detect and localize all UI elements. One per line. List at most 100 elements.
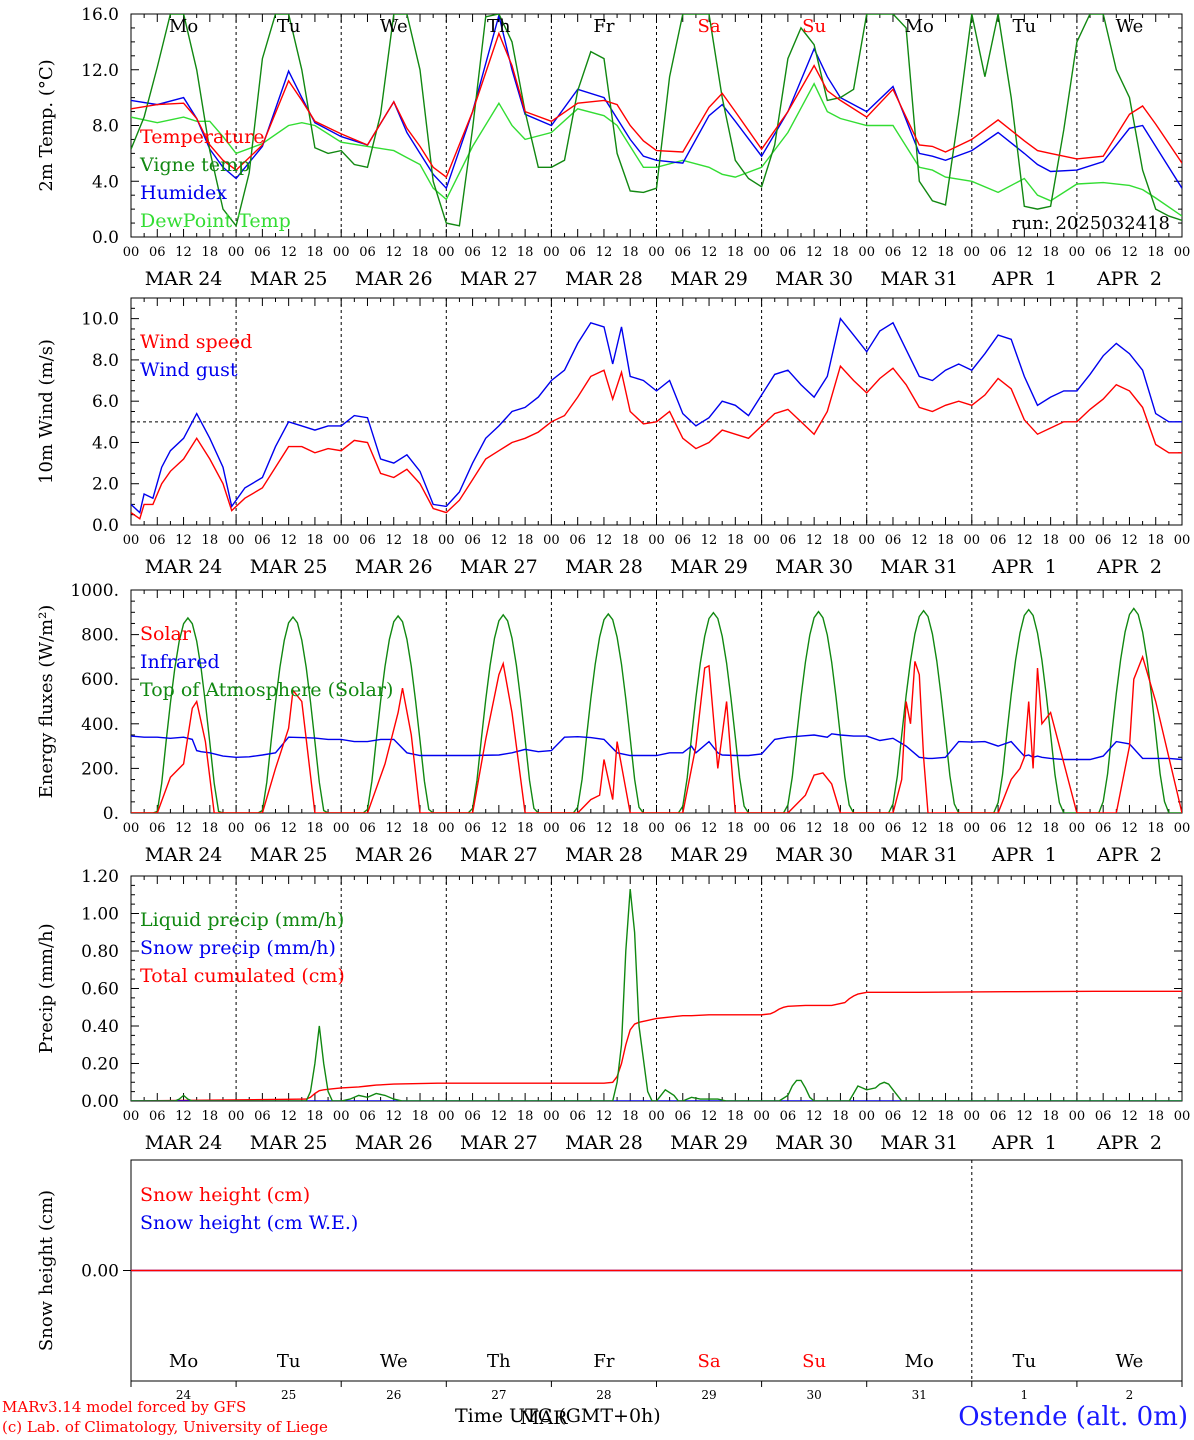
- hour-tick-label: 06: [780, 1109, 797, 1124]
- hour-tick-label: 12: [491, 821, 508, 836]
- hour-tick-label: 12: [596, 533, 613, 548]
- y-tick-label: 0.00: [81, 1262, 119, 1282]
- hour-tick-label: 12: [596, 245, 613, 260]
- hour-tick-label: 12: [806, 821, 823, 836]
- hour-tick-label: 00: [543, 821, 560, 836]
- weekday-label: Tu: [1013, 16, 1037, 37]
- hour-tick-label: 06: [990, 245, 1007, 260]
- hour-tick-label: 18: [1147, 533, 1164, 548]
- hour-tick-label: 12: [175, 245, 192, 260]
- hour-tick-label: 06: [675, 1109, 692, 1124]
- legend-entry: Liquid precip (mm/h): [140, 909, 344, 931]
- y-axis-label: Energy fluxes (W/m²): [36, 605, 57, 799]
- hour-tick-label: 00: [753, 533, 770, 548]
- day-number-label: 28: [596, 1388, 611, 1402]
- date-label: MAR 29: [670, 556, 748, 578]
- date-label: APR 1: [991, 268, 1057, 290]
- panel-3: 00 06 12 18 00 06 12 18 00 06 12 18 00 06 12 18 00 06 12 18…: [36, 581, 1190, 866]
- date-label: MAR 31: [880, 556, 958, 578]
- y-tick-label: 0.40: [81, 1017, 119, 1037]
- legend-entry: Snow height (cm): [140, 1184, 310, 1206]
- hour-tick-label: 00: [648, 533, 665, 548]
- date-label: MAR 25: [250, 268, 328, 290]
- hour-tick-label: 18: [307, 245, 324, 260]
- x-caption-overlay: MAR: [520, 1407, 568, 1429]
- date-label: MAR 27: [460, 556, 538, 578]
- hour-tick-label: 00: [1174, 533, 1191, 548]
- legend-entry: Humidex: [140, 182, 227, 204]
- legend-entry: Wind speed: [140, 331, 252, 353]
- hour-tick-label: 18: [517, 1109, 534, 1124]
- hour-tick-label: 18: [412, 533, 429, 548]
- hour-tick-label: 18: [622, 245, 639, 260]
- date-label: MAR 28: [565, 1132, 643, 1154]
- date-label: MAR 28: [565, 844, 643, 866]
- hour-tick-label: 06: [359, 533, 376, 548]
- hour-tick-label: 00: [438, 1109, 455, 1124]
- date-label: APR 1: [991, 1132, 1057, 1154]
- weekday-label: Th: [487, 1351, 511, 1372]
- hour-tick-label: 06: [464, 1109, 481, 1124]
- hour-tick-label: 12: [701, 245, 718, 260]
- weekday-label: We: [1116, 16, 1144, 37]
- hour-tick-label: 00: [123, 533, 140, 548]
- hour-tick-label: 12: [491, 1109, 508, 1124]
- weekday-label: Tu: [1013, 1351, 1037, 1372]
- day-number-label: 1: [1021, 1388, 1029, 1402]
- date-label: MAR 31: [880, 1132, 958, 1154]
- date-label: APR 2: [1096, 268, 1162, 290]
- hour-tick-label: 12: [806, 1109, 823, 1124]
- hour-tick-label: 00: [1174, 821, 1191, 836]
- run-annotation: run: 2025032418: [1012, 213, 1170, 234]
- hour-tick-label: 06: [464, 533, 481, 548]
- weekday-label: Tu: [277, 16, 301, 37]
- hour-tick-label: 18: [1042, 1109, 1059, 1124]
- hour-tick-label: 06: [780, 821, 797, 836]
- hour-tick-label: 06: [569, 1109, 586, 1124]
- hour-tick-label: 12: [385, 1109, 402, 1124]
- hour-tick-label: 12: [701, 821, 718, 836]
- date-label: MAR 30: [775, 268, 853, 290]
- y-tick-label: 0.80: [81, 942, 119, 962]
- hour-tick-label: 06: [359, 245, 376, 260]
- hour-tick-label: 00: [1069, 245, 1086, 260]
- panel-2: 00 06 12 18 00 06 12 18 00 06 12 18 00 06 12 18 00 06 12 18…: [36, 297, 1191, 578]
- date-label: MAR 24: [145, 268, 223, 290]
- weekday-label: Sa: [698, 16, 721, 37]
- y-tick-label: 1.20: [81, 867, 119, 887]
- series-line-solar: [131, 654, 1182, 813]
- hour-tick-label: 00: [1174, 245, 1191, 260]
- hour-tick-label: 18: [832, 533, 849, 548]
- y-tick-label: 0.00: [81, 1092, 119, 1112]
- date-label: MAR 28: [565, 556, 643, 578]
- hour-tick-label: 12: [491, 245, 508, 260]
- hour-tick-label: 06: [569, 821, 586, 836]
- hour-tick-label: 12: [596, 821, 613, 836]
- hour-tick-label: 12: [1016, 821, 1033, 836]
- hour-tick-label: 18: [1147, 245, 1164, 260]
- hour-tick-label: 00: [123, 245, 140, 260]
- hour-tick-label: 00: [123, 821, 140, 836]
- hour-tick-label: 18: [412, 1109, 429, 1124]
- hour-tick-label: 00: [438, 533, 455, 548]
- hour-tick-label: 06: [569, 245, 586, 260]
- weekday-label: Mo: [169, 1351, 198, 1372]
- hour-tick-label: 18: [307, 533, 324, 548]
- weekday-label: We: [380, 1351, 408, 1372]
- station-name: Ostende (alt. 0m): [958, 1402, 1188, 1432]
- hour-tick-label: 18: [622, 821, 639, 836]
- hour-tick-label: 00: [858, 245, 875, 260]
- y-tick-label: 400.: [81, 715, 119, 735]
- hour-tick-label: 00: [648, 821, 665, 836]
- hour-tick-label: 06: [464, 245, 481, 260]
- date-label: MAR 27: [460, 1132, 538, 1154]
- date-label: MAR 24: [145, 1132, 223, 1154]
- hour-tick-label: 06: [1095, 533, 1112, 548]
- hour-tick-label: 00: [543, 245, 560, 260]
- series-line-infrared: [131, 733, 1182, 761]
- legend-entry: Vigne temp: [139, 154, 250, 176]
- hour-tick-label: 06: [1095, 1109, 1112, 1124]
- panel-4: 00 06 12 18 00 06 12 18 00 06 12 18 00 06 12 18 00 06 12 18…: [36, 867, 1190, 1154]
- hour-tick-label: 06: [780, 533, 797, 548]
- day-number-label: 29: [701, 1388, 716, 1402]
